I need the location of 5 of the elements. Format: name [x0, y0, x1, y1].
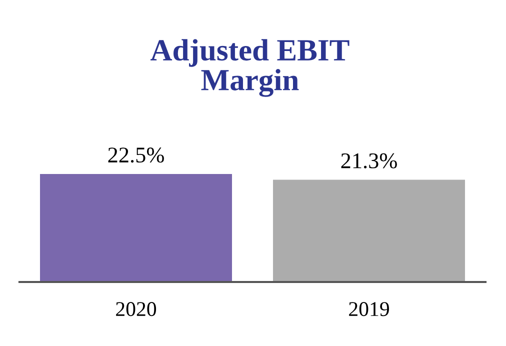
data-label: 22.5% — [108, 148, 164, 163]
data-label: 21.3% — [341, 153, 397, 168]
x-tick-label: 2020 — [116, 302, 156, 316]
chart-title: Adjusted EBIT Margin — [150, 39, 350, 97]
x-tick-label: 2019 — [349, 302, 389, 316]
